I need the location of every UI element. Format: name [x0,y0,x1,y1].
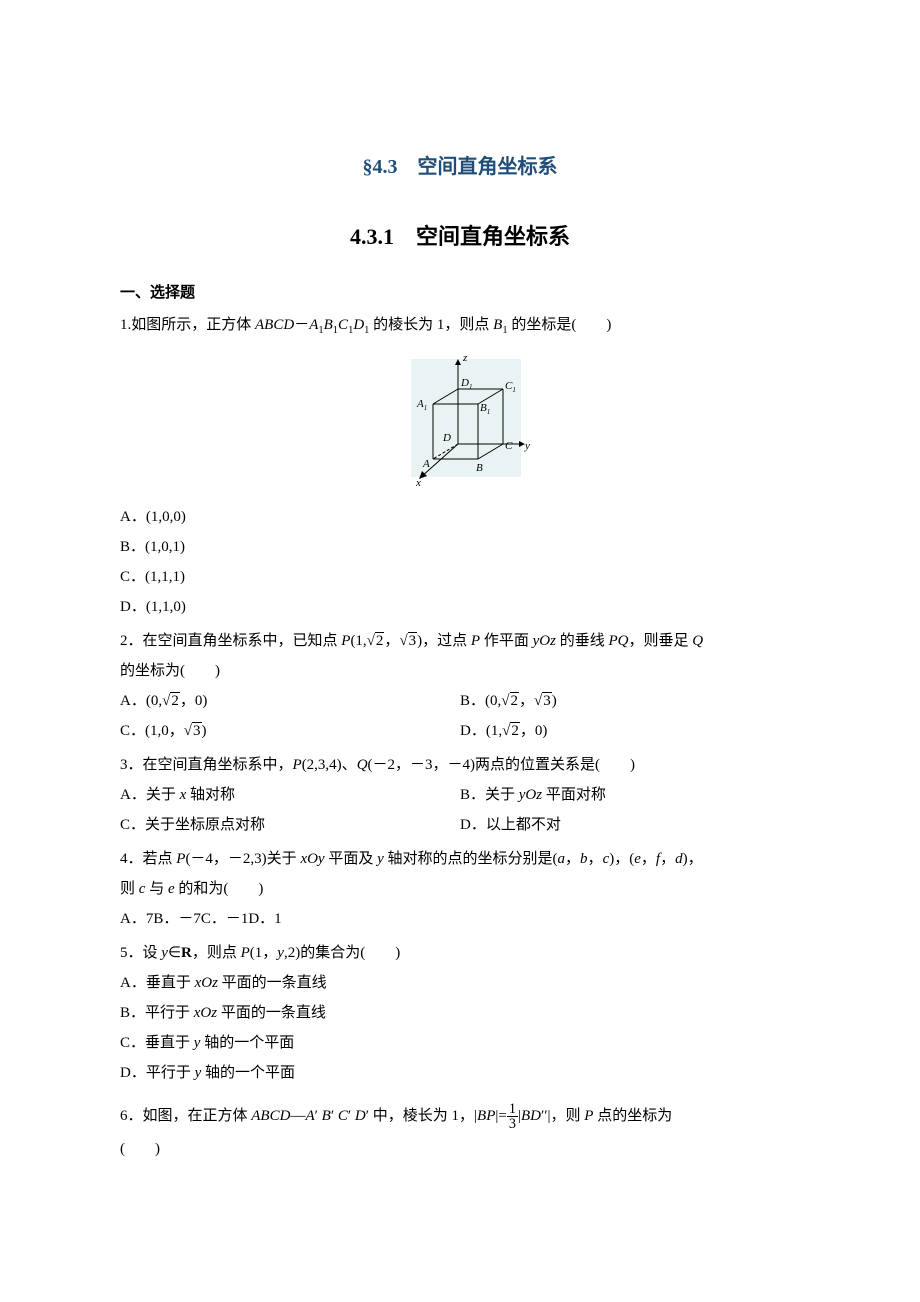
q2-t1: 2．在空间直角坐标系中，已知点 [120,633,341,649]
vertex-b-label: B [476,462,483,474]
question-1: 1.如图所示，正方体 ABCD－A1B1C1D1 的棱长为 1，则点 B1 的坐… [120,310,800,622]
subsection-title: 4.3.1 空间直角坐标系 [120,219,800,251]
q1-text: 1.如图所示，正方体 [120,317,255,333]
question-5: 5．设 y∈R，则点 P(1，y,2)的集合为( ) A．垂直于 xOz 平面的… [120,938,800,1088]
q1-b1: B [324,317,333,333]
q2-sqrt2: 2 [367,626,385,656]
q4-stem-line2: 则 c 与 e 的和为( ) [120,874,800,904]
section-title: §4.3 空间直角坐标系 [120,150,800,179]
q1-b1-2: B [493,317,502,333]
vertex-a-label: A [422,458,430,470]
q5-option-b: B．平行于 xOz 平面的一条直线 [120,998,800,1028]
q2-t3: ， [384,633,399,649]
q2-t7: ，则垂足 [628,633,692,649]
q1-option-b: B．(1,0,1) [120,532,800,562]
question-3: 3．在空间直角坐标系中，P(2,3,4)、Q(－2，－3，－4)两点的位置关系是… [120,750,800,840]
q1-option-a: A．(1,0,0) [120,502,800,532]
q1-d1: D [353,317,364,333]
q4-stem-line1: 4．若点 P(－4，－2,3)关于 xOy 平面及 y 轴对称的点的坐标分别是(… [120,844,800,874]
q2-stem-line1: 2．在空间直角坐标系中，已知点 P(1,2，3)，过点 P 作平面 yOz 的垂… [120,626,800,656]
axis-x-label: x [415,477,421,489]
section-heading: 一、选择题 [120,281,800,302]
vertex-c-label: C [505,440,513,452]
q3-option-d: D．以上都不对 [460,810,800,840]
q1-abcd: ABCD [255,317,294,333]
q1-option-d: D．(1,1,0) [120,592,800,622]
q6-stem-line1: 6．如图，在正方体 ABCD—A′ B′ C′ D′ 中，棱长为 1，|BP|=… [120,1098,800,1134]
q1-c1: C [338,317,348,333]
q2-yoz: yOz [533,633,556,649]
question-6: 6．如图，在正方体 ABCD—A′ B′ C′ D′ 中，棱长为 1，|BP|=… [120,1098,800,1164]
q2-stem-line2: 的坐标为( ) [120,656,800,686]
q5-stem: 5．设 y∈R，则点 P(1，y,2)的集合为( ) [120,938,800,968]
cube-diagram: z y x A B C D A1 B1 C1 D1 [383,349,538,489]
q4-options: A．7B．－7C．－1D．1 [120,904,800,934]
q2-sqrt3: 3 [399,626,417,656]
q1-dash: － [294,317,309,333]
q2-options-row1: A．(0,2，0) B．(0,2，3) [120,686,800,716]
q1-stem: 1.如图所示，正方体 ABCD－A1B1C1D1 的棱长为 1，则点 B1 的坐… [120,310,800,341]
q2-option-c: C．(1,0，3) [120,716,460,746]
q3-option-a: A．关于 x 轴对称 [120,780,460,810]
q1-figure: z y x A B C D A1 B1 C1 D1 [120,349,800,494]
q2-p2: P [471,633,480,649]
q2-t2: (1, [350,633,366,649]
q2-pq: PQ [608,633,628,649]
q3-options-row2: C．关于坐标原点对称 D．以上都不对 [120,810,800,840]
q3-stem: 3．在空间直角坐标系中，P(2,3,4)、Q(－2，－3，－4)两点的位置关系是… [120,750,800,780]
q2-t6: 的垂线 [556,633,609,649]
q2-t5: 作平面 [480,633,533,649]
q2-options-row2: C．(1,0，3) D．(1,2，0) [120,716,800,746]
q6-stem-line2: ( ) [120,1134,800,1164]
question-4: 4．若点 P(－4，－2,3)关于 xOy 平面及 y 轴对称的点的坐标分别是(… [120,844,800,934]
q2-option-a: A．(0,2，0) [120,686,460,716]
q5-option-d: D．平行于 y 轴的一个平面 [120,1058,800,1088]
vertex-d-label: D [442,432,451,444]
fraction-one-third: 13 [507,1102,518,1132]
q2-option-b: B．(0,2，3) [460,686,800,716]
axis-z-label: z [462,352,468,364]
q1-text3: 的坐标是( ) [508,317,612,333]
q1-text2: 的棱长为 1，则点 [369,317,493,333]
q5-option-a: A．垂直于 xOz 平面的一条直线 [120,968,800,998]
axis-y-label: y [524,440,530,452]
question-2: 2．在空间直角坐标系中，已知点 P(1,2，3)，过点 P 作平面 yOz 的垂… [120,626,800,746]
q5-option-c: C．垂直于 y 轴的一个平面 [120,1028,800,1058]
q1-a1: A [309,317,318,333]
q1-option-c: C．(1,1,1) [120,562,800,592]
q2-t4: )，过点 [417,633,471,649]
q2-q: Q [692,633,703,649]
q2-option-d: D．(1,2，0) [460,716,800,746]
q3-option-c: C．关于坐标原点对称 [120,810,460,840]
q3-options-row1: A．关于 x 轴对称 B．关于 yOz 平面对称 [120,780,800,810]
q3-option-b: B．关于 yOz 平面对称 [460,780,800,810]
